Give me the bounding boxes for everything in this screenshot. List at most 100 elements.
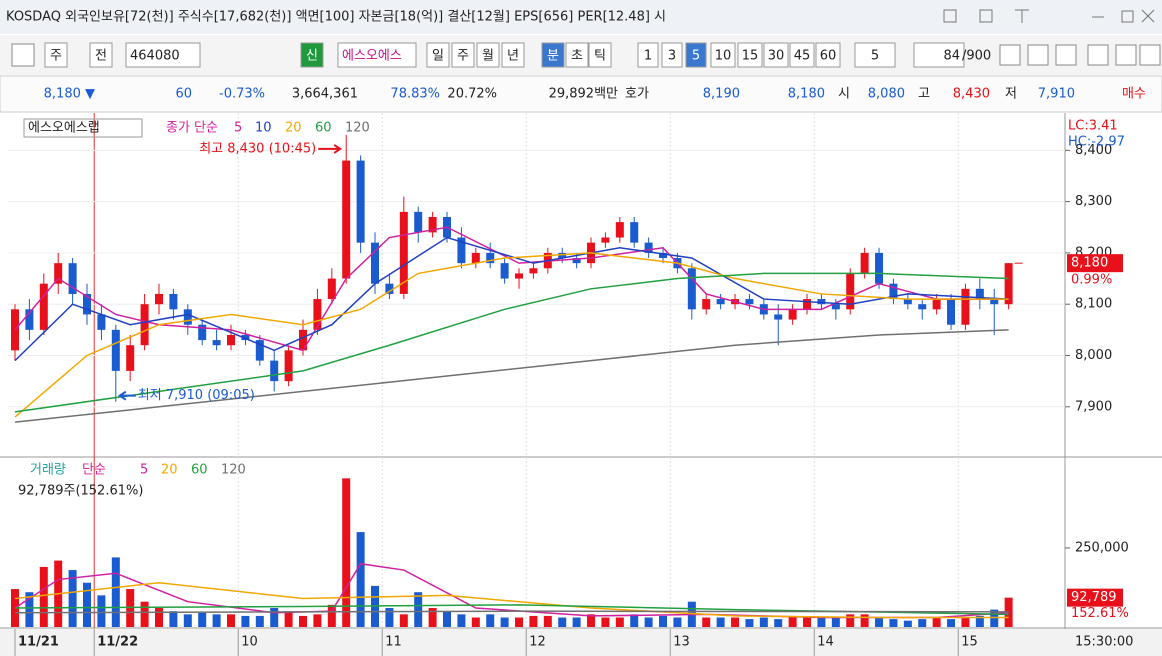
- quote-field: 3,664,361: [292, 87, 358, 102]
- candle-body: [601, 237, 610, 243]
- toolbar-button[interactable]: [565, 42, 589, 68]
- toolbar-label[interactable]: 에스오에스: [342, 49, 402, 64]
- toolbar-label[interactable]: 주: [50, 49, 62, 64]
- volume-bar: [572, 617, 581, 627]
- toolbar-button[interactable]: [300, 42, 324, 68]
- toolbar-label[interactable]: 분: [547, 49, 559, 64]
- candle-body: [817, 299, 826, 305]
- quote-field: 8,190: [703, 87, 740, 102]
- volume-bar: [745, 619, 754, 627]
- volume-bar: [342, 478, 351, 627]
- volume-bar: [702, 617, 711, 627]
- candle-body: [702, 299, 711, 310]
- volume-bar: [313, 614, 322, 627]
- toolbar-label[interactable]: 1: [644, 49, 652, 64]
- candle-body: [227, 334, 236, 346]
- toolbar-button[interactable]: [89, 42, 113, 68]
- candle-body: [932, 299, 941, 310]
- legend-entry: 120: [345, 121, 370, 136]
- annotation-arrow: [318, 144, 343, 154]
- toolbar-label[interactable]: 신: [306, 49, 318, 64]
- volume-bar: [659, 615, 668, 627]
- x-tick-label: 12: [529, 635, 546, 650]
- quote-field: 호가: [625, 87, 649, 102]
- toolbar-button[interactable]: [426, 42, 450, 68]
- volume-bar: [443, 611, 452, 627]
- toolbar-label[interactable]: 3: [668, 49, 676, 64]
- volume-bar: [774, 619, 783, 627]
- toolbar-button[interactable]: [501, 42, 525, 68]
- tool-icon[interactable]: [1087, 44, 1109, 66]
- toolbar-button[interactable]: [737, 42, 763, 68]
- toolbar-button[interactable]: [661, 42, 683, 68]
- toolbar-button[interactable]: [541, 42, 565, 68]
- tool-icon[interactable]: [1115, 44, 1137, 66]
- toolbar-button[interactable]: [854, 42, 896, 68]
- volume-bar: [788, 615, 797, 627]
- toolbar-label[interactable]: 45: [794, 49, 811, 64]
- candle-body: [356, 160, 365, 243]
- candle-body: [860, 252, 869, 274]
- candle-body: [428, 216, 437, 233]
- toolbar-label[interactable]: 15: [742, 49, 759, 64]
- volume-bar: [860, 614, 869, 627]
- volume-bar: [399, 614, 408, 627]
- volume-bar: [255, 615, 264, 627]
- quote-field: 29,892백만: [549, 87, 618, 102]
- toolbar-label[interactable]: 주: [457, 49, 469, 64]
- toolbar-button[interactable]: [763, 42, 789, 68]
- toolbar-label[interactable]: /900: [962, 49, 991, 64]
- toolbar-button[interactable]: [588, 42, 612, 68]
- toolbar-button[interactable]: [451, 42, 475, 68]
- toolbar-label[interactable]: 60: [820, 49, 837, 64]
- pane-name: 거래량: [30, 463, 66, 478]
- toolbar-label[interactable]: 5: [692, 49, 700, 64]
- volume-bar: [1004, 597, 1013, 627]
- tool-icon[interactable]: [1027, 44, 1049, 66]
- annotation-arrow: [118, 390, 136, 401]
- toolbar-label[interactable]: 월: [482, 49, 494, 64]
- toolbar-button[interactable]: [815, 42, 841, 68]
- tool-icon[interactable]: [999, 44, 1021, 66]
- quote-field: -0.73%: [219, 87, 265, 102]
- toolbar-button[interactable]: [125, 42, 201, 68]
- toolbar-label[interactable]: 10: [715, 49, 732, 64]
- volume-bar: [471, 617, 480, 627]
- y-tick-label: 8,300: [1075, 194, 1112, 209]
- candle-body: [947, 299, 956, 325]
- candle-body: [371, 242, 380, 284]
- ma-line: [14, 272, 1009, 413]
- toolbar-label[interactable]: 틱: [594, 49, 606, 64]
- toolbar-label[interactable]: 5: [871, 49, 879, 64]
- toolbar-button[interactable]: [476, 42, 500, 68]
- tool-icon[interactable]: [1055, 44, 1077, 66]
- toolbar-button[interactable]: [685, 42, 707, 68]
- volume-bar: [227, 614, 236, 627]
- toolbar-label[interactable]: 464080: [130, 49, 180, 64]
- toolbar-label[interactable]: 84: [943, 49, 960, 64]
- volume-bar: [515, 617, 524, 627]
- ma-legend-label: 종가 단순: [166, 121, 218, 136]
- x-tick-label: 14: [817, 635, 834, 650]
- toolbar-label[interactable]: 초: [571, 49, 583, 64]
- toolbar-label[interactable]: 년: [507, 49, 519, 64]
- toolbar-label[interactable]: 30: [768, 49, 785, 64]
- toolbar-button[interactable]: [337, 42, 417, 68]
- volume-bar: [947, 619, 956, 627]
- candle-body: [687, 268, 696, 310]
- candle-body: [198, 324, 207, 341]
- window-controls[interactable]: [943, 9, 1155, 23]
- x-tick-label: 11: [385, 635, 402, 650]
- toolbar-button[interactable]: [913, 42, 965, 68]
- tool-icon[interactable]: [1139, 44, 1161, 66]
- toolbar-button[interactable]: [44, 42, 68, 68]
- volume-bar: [975, 615, 984, 627]
- toolbar-button[interactable]: [789, 42, 815, 68]
- toolbar-label[interactable]: 일: [432, 49, 444, 64]
- toolbar-button[interactable]: [637, 42, 659, 68]
- legend-entry: 120: [221, 463, 246, 478]
- volume-bar: [327, 604, 336, 627]
- toolbar-button[interactable]: [710, 42, 736, 68]
- toolbar-label[interactable]: 전: [95, 49, 107, 64]
- button[interactable]: [11, 43, 35, 67]
